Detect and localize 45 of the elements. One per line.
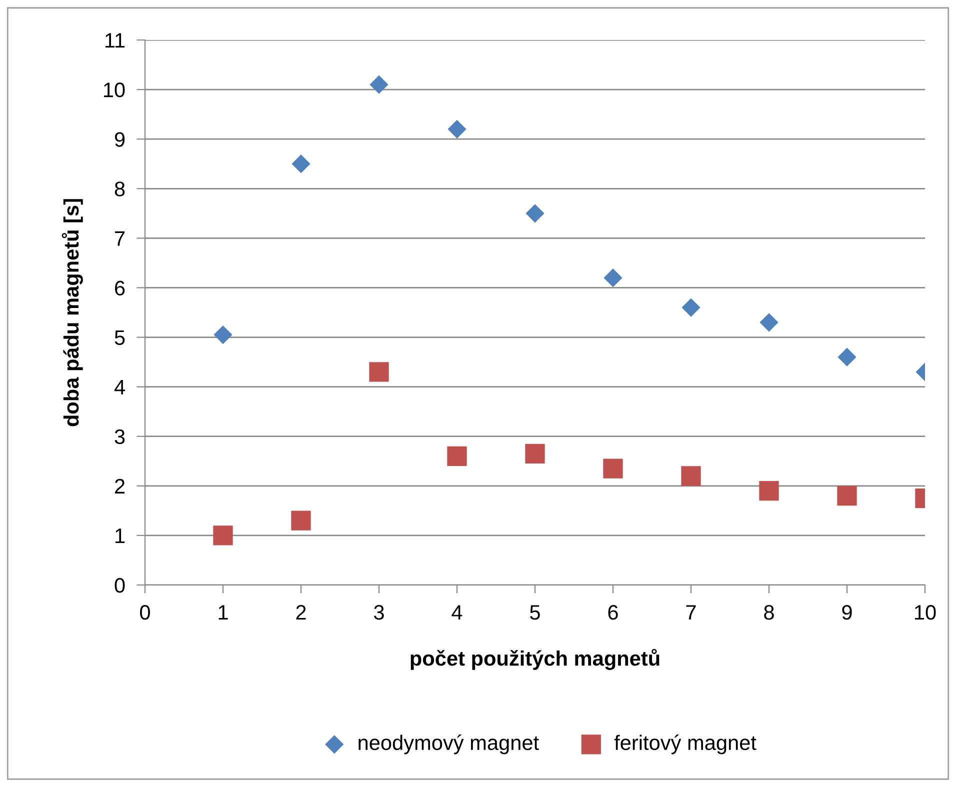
point (447, 446, 467, 466)
x-tick-label: 3 (374, 604, 384, 620)
y-axis-title: doba pádu magnetů [s] (62, 199, 83, 426)
x-tick-label: 5 (530, 605, 540, 620)
y-tick-label: 0 (114, 578, 125, 593)
y-tick-label: 8 (114, 182, 125, 196)
point (525, 444, 545, 464)
legend-label: neodymový magnet (358, 734, 539, 754)
point (760, 313, 778, 332)
y-tick-label: 2 (115, 478, 125, 494)
y-tick-label: 4 (114, 380, 125, 394)
legend-label: feritový magnet (614, 734, 756, 754)
y-tick-label: 10 (104, 82, 125, 98)
point (291, 510, 311, 530)
x-tick-label: 6 (608, 604, 618, 620)
point (369, 362, 389, 382)
x-tick-label: 10 (915, 604, 936, 620)
y-tick-label: 1 (116, 528, 125, 544)
y-tick-label: 5 (114, 330, 125, 346)
y-tick-label: 7 (115, 231, 125, 246)
x-tick-label: 8 (764, 604, 774, 620)
point (838, 348, 856, 366)
y-tick-label: 9 (114, 132, 125, 147)
x-tick-label: 1 (218, 605, 228, 620)
point (759, 481, 779, 501)
point (837, 486, 857, 506)
x-tick-label: 4 (452, 605, 462, 620)
x-tick-label: 2 (296, 604, 306, 620)
point (370, 75, 388, 94)
y-tick-label: 3 (114, 429, 125, 444)
point (292, 154, 310, 174)
point (448, 120, 466, 138)
point (603, 458, 623, 478)
point (526, 204, 544, 223)
x-tick-label: 9 (842, 604, 852, 620)
x-tick-label: 0 (140, 604, 150, 620)
point (214, 325, 232, 344)
y-tick-label: 6 (115, 280, 125, 296)
point (213, 526, 233, 546)
point (681, 466, 701, 486)
y-tick-label: 11 (106, 33, 125, 48)
point (604, 268, 622, 288)
x-axis-title: počet použitých magnetů (410, 648, 660, 670)
x-tick-label: 7 (686, 605, 696, 620)
point (682, 298, 700, 317)
